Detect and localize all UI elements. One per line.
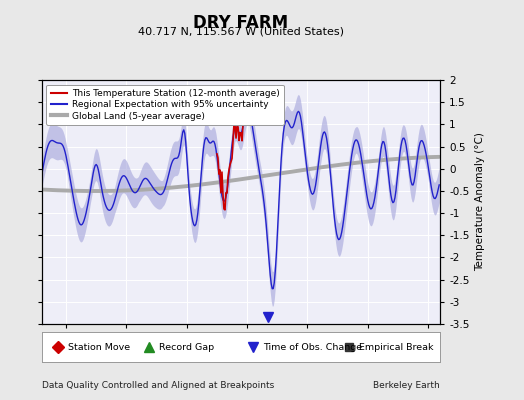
Text: Time of Obs. Change: Time of Obs. Change — [263, 342, 362, 352]
Text: Empirical Break: Empirical Break — [358, 342, 433, 352]
Text: 40.717 N, 115.567 W (United States): 40.717 N, 115.567 W (United States) — [138, 26, 344, 36]
Text: Station Move: Station Move — [68, 342, 130, 352]
Legend: This Temperature Station (12-month average), Regional Expectation with 95% uncer: This Temperature Station (12-month avera… — [47, 84, 284, 125]
Text: Data Quality Controlled and Aligned at Breakpoints: Data Quality Controlled and Aligned at B… — [42, 381, 274, 390]
Text: Record Gap: Record Gap — [159, 342, 214, 352]
Text: DRY FARM: DRY FARM — [193, 14, 289, 32]
Text: Berkeley Earth: Berkeley Earth — [374, 381, 440, 390]
Y-axis label: Temperature Anomaly (°C): Temperature Anomaly (°C) — [475, 132, 485, 272]
